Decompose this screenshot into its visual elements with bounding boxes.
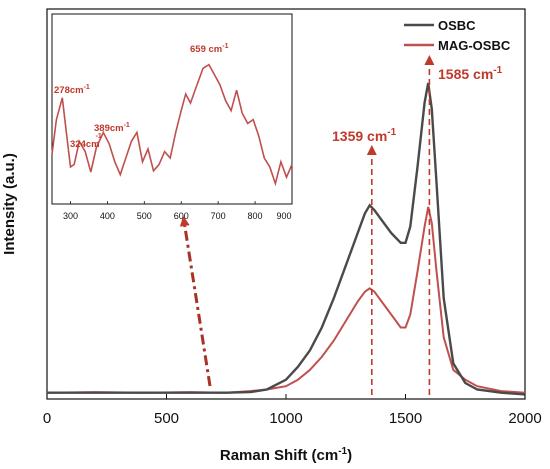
legend-label-osbc: OSBC [438,18,476,33]
inset-x-tick-label: 600 [174,211,189,221]
x-axis-title: Raman Shift (cm-1) [220,446,352,464]
inset-x-axis-ticks: 300 400 500 600 700 800 900 [63,201,293,221]
peak-label-1585: 1585 cm-1 [438,65,503,82]
y-axis-title: Intensity (a.u.) [1,153,18,255]
inset-x-tick-label: 300 [63,211,78,221]
inset-label-659: 659 cm-1 [190,43,229,55]
x-tick-label: 500 [154,410,179,427]
x-tick-label: 1500 [389,410,422,427]
legend: OSBC MAG-OSBC [404,18,511,53]
series-line-osbc [47,82,526,396]
inset-chart: 300 400 500 600 700 800 900 278cm-1 324cm-1 38… [51,13,293,221]
inset-x-tick-label: 400 [100,211,115,221]
peak-label-1359: 1359 cm-1 [332,127,397,144]
inset-label-278: 278cm-1 [54,84,90,96]
inset-x-tick-label: 900 [276,211,291,221]
inset-pointer-arrow [179,216,212,387]
inset-x-tick-label: 800 [248,211,263,221]
x-tick-label: 0 [43,410,51,427]
x-tick-label: 1000 [269,410,302,427]
inset-x-tick-label: 700 [211,211,226,221]
inset-series-line [51,63,293,187]
x-axis-ticks: 0 500 1000 1500 2000 [43,394,542,427]
inset-label-389: 389cm-1 [94,122,130,134]
x-tick-label: 2000 [508,410,541,427]
inset-label-324: 324cm-1 [70,133,102,150]
legend-label-mag-osbc: MAG-OSBC [438,38,511,53]
inset-x-tick-label: 500 [137,211,152,221]
inset-frame [51,13,293,205]
